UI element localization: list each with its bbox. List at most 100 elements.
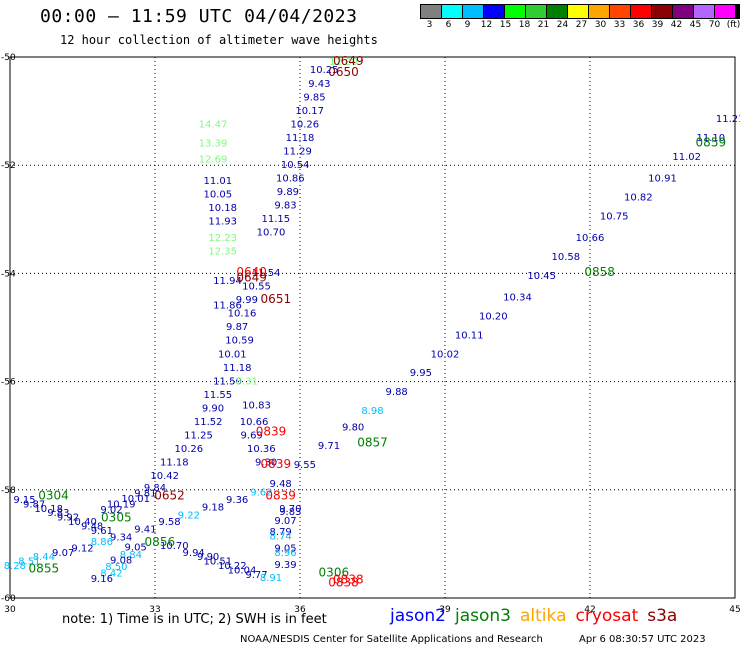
wave-height-label: 12.69 bbox=[199, 154, 228, 165]
wave-height-label: 9.99 bbox=[236, 295, 258, 306]
wave-height-label: 10.66 bbox=[240, 417, 269, 428]
footnote: note: 1) Time is in UTC; 2) SWH is in fe… bbox=[62, 612, 327, 627]
legend-label: 30 bbox=[594, 20, 607, 30]
wave-height-label: 9.18 bbox=[202, 503, 224, 514]
wave-height-label: 9.22 bbox=[178, 510, 200, 521]
pass-time-label: 0649 bbox=[236, 271, 267, 285]
wave-height-label: 9.07 bbox=[274, 516, 296, 527]
wave-height-label: 9.12 bbox=[71, 543, 93, 554]
wave-height-label: 8.28 bbox=[4, 561, 26, 572]
legend-label: 24 bbox=[556, 20, 569, 30]
wave-height-label: 11.18 bbox=[223, 363, 252, 374]
wave-height-label: 10.05 bbox=[204, 190, 233, 201]
wave-height-label: 10.70 bbox=[160, 541, 189, 552]
wave-height-label: 11.86 bbox=[213, 301, 242, 312]
color-legend-labels: 3 6 9 12 15 18 21 24 27 30 33 36 39 42 45 70 (ft) bbox=[420, 20, 740, 30]
wave-height-label: 9.83 bbox=[274, 200, 296, 211]
wave-height-label: 10.02 bbox=[431, 349, 460, 360]
wave-height-label: 9.70 bbox=[279, 504, 301, 515]
satellite-altika: altika bbox=[520, 606, 567, 626]
wave-height-label: 10.45 bbox=[527, 271, 556, 282]
wave-height-label: 8.91 bbox=[260, 573, 282, 584]
legend-label: 36 bbox=[632, 20, 645, 30]
wave-height-label: 8.86 bbox=[91, 537, 113, 548]
pass-time-labels: 0649065006400649065108390839083906520857… bbox=[29, 54, 727, 590]
wave-height-label: 11.18 bbox=[160, 457, 189, 468]
wave-height-label: 12.23 bbox=[208, 233, 237, 244]
wave-height-label: 10.34 bbox=[503, 292, 532, 303]
wave-height-label: 9.07 bbox=[52, 548, 74, 559]
wave-height-label: 9.43 bbox=[308, 79, 330, 90]
wave-height-label: 10.26 bbox=[175, 444, 204, 455]
wave-height-label: 11.93 bbox=[208, 217, 237, 228]
wave-height-label: 9.02 bbox=[100, 505, 122, 516]
x-tick-label: 33 bbox=[149, 605, 160, 615]
pass-time-label: 0304 bbox=[38, 489, 69, 503]
wave-height-label: 10.17 bbox=[295, 106, 324, 117]
wave-height-label: 9.39 bbox=[274, 560, 296, 571]
wave-height-label: 10.75 bbox=[600, 211, 629, 222]
wave-height-label: 10.66 bbox=[576, 233, 605, 244]
y-tick-label: -52 bbox=[1, 161, 16, 171]
legend-label: 39 bbox=[651, 20, 664, 30]
wave-height-label: 9.95 bbox=[410, 368, 432, 379]
wave-height-label: 11.54 bbox=[252, 268, 281, 279]
wave-height-label: 10.86 bbox=[276, 173, 305, 184]
legend-label: 27 bbox=[575, 20, 588, 30]
satellite-jason2: jason2 bbox=[390, 606, 446, 626]
satellite-legend: jason2 jason3 altika cryosat s3a bbox=[390, 606, 677, 626]
wave-height-label: 10.58 bbox=[552, 252, 581, 263]
legend-label: 33 bbox=[613, 20, 626, 30]
wave-height-label: 10.22 bbox=[218, 561, 247, 572]
pass-time-label: 0649 bbox=[333, 54, 364, 68]
pass-time-label: 0859 bbox=[696, 135, 727, 149]
pass-time-label: 0856 bbox=[145, 535, 176, 549]
satellite-cryosat: cryosat bbox=[575, 606, 639, 626]
wave-height-label: 9.89 bbox=[277, 187, 299, 198]
page-title: 00:00 – 11:59 UTC 04/04/2023 bbox=[40, 6, 358, 27]
legend-label: 18 bbox=[518, 20, 531, 30]
pass-time-label: 0838 bbox=[333, 572, 364, 586]
wave-height-label: 11.94 bbox=[213, 276, 242, 287]
map-frame bbox=[9, 56, 736, 599]
pass-time-label: 0652 bbox=[154, 489, 185, 503]
wave-height-label: 10.36 bbox=[247, 444, 276, 455]
wave-height-label: 10.26 bbox=[291, 119, 320, 130]
wave-height-label: 11.15 bbox=[262, 214, 291, 225]
wave-height-label: 14.47 bbox=[199, 119, 228, 130]
y-tick-label: -58 bbox=[1, 486, 16, 496]
wave-height-label: 9.16 bbox=[91, 574, 113, 585]
wave-height-label: 9.84 bbox=[144, 483, 166, 494]
wave-height-label: 10.20 bbox=[479, 311, 508, 322]
wave-height-label: 8.50 bbox=[105, 562, 127, 573]
wave-height-label: 11.29 bbox=[283, 146, 312, 157]
wave-height-label: 9.48 bbox=[270, 479, 292, 490]
legend-label: 70 bbox=[708, 20, 721, 30]
wave-height-label: 10.25 bbox=[310, 65, 339, 76]
x-tick-label: 30 bbox=[4, 605, 16, 615]
wave-height-label: 10.01 bbox=[121, 494, 150, 505]
wave-height-label: 10.83 bbox=[242, 401, 271, 412]
wave-height-label: 9.83 bbox=[279, 507, 301, 518]
wave-height-label: 10.59 bbox=[225, 336, 254, 347]
color-legend bbox=[420, 4, 740, 19]
wave-height-label: 10.55 bbox=[242, 282, 271, 293]
wave-height-label: 9.41 bbox=[134, 525, 156, 536]
wave-height-label: 11.21 bbox=[716, 114, 740, 125]
wave-height-label: 11.01 bbox=[204, 176, 233, 187]
wave-height-label: 10.04 bbox=[228, 565, 257, 576]
wave-height-label: 8.44 bbox=[33, 552, 55, 563]
legend-label: 21 bbox=[537, 20, 550, 30]
wave-height-label: 8.31 bbox=[236, 376, 258, 387]
pass-time-label: 0855 bbox=[29, 561, 60, 575]
wave-height-label: 9.88 bbox=[386, 387, 408, 398]
wave-height-label: 10.40 bbox=[68, 517, 97, 528]
wave-height-label: 10.70 bbox=[257, 228, 286, 239]
wave-height-label: 9.69 bbox=[241, 430, 263, 441]
legend-label: 6 bbox=[445, 20, 452, 30]
axis-tick-labels: 30 33 36 39 42 45 -50 -52 -54 -56 -58 -60 bbox=[1, 53, 740, 615]
wave-height-label: 9.83 bbox=[47, 508, 69, 519]
generated-timestamp: Apr 6 08:30:57 UTC 2023 bbox=[579, 634, 706, 645]
pass-time-label: 0651 bbox=[261, 292, 292, 306]
wave-height-label: 11.25 bbox=[184, 430, 213, 441]
